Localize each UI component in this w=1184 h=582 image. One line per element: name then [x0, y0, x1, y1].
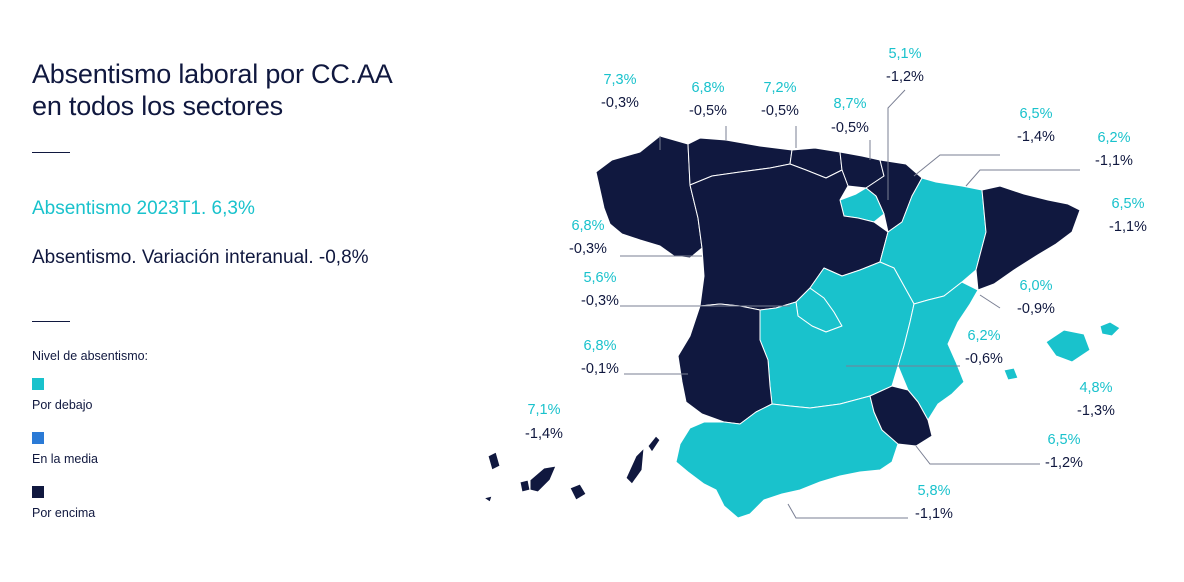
leader-lines [620, 89, 1080, 519]
label-cantabria-pct: 7,2% [763, 80, 796, 96]
label-aragon-var: -1,1% [1095, 153, 1133, 169]
label-andalucia-var: -1,1% [915, 506, 953, 522]
label-murcia-var: -1,2% [1045, 455, 1083, 471]
label-castilla-la-mancha-var: -0,6% [965, 351, 1003, 367]
label-canarias-var: -1,4% [525, 426, 563, 442]
label-cataluna-pct: 6,5% [1111, 196, 1144, 212]
chart-title: Absentismo laboral por CC.AA en todos lo… [32, 58, 393, 122]
label-extremadura-pct: 6,8% [583, 338, 616, 354]
label-castilla-leon-pct: 6,8% [571, 218, 604, 234]
label-asturias-pct: 6,8% [691, 80, 724, 96]
label-pais-vasco-pct: 8,7% [833, 96, 866, 112]
label-asturias-var: -0,5% [689, 103, 727, 119]
legend-title: Nivel de absentismo: [32, 349, 149, 363]
divider-bottom [32, 321, 70, 322]
label-castilla-leon-var: -0,3% [569, 241, 607, 257]
label-murcia-pct: 6,5% [1047, 432, 1080, 448]
label-canarias-pct: 7,1% [527, 402, 560, 418]
region-andalucia[interactable] [675, 395, 899, 519]
legend-swatch-average [32, 432, 44, 444]
region-canarias[interactable] [483, 435, 661, 503]
label-madrid-var: -0,3% [581, 293, 619, 309]
region-baleares[interactable] [1003, 321, 1121, 381]
label-la-rioja-var: -1,4% [1017, 129, 1055, 145]
label-baleares-pct: 4,8% [1079, 380, 1112, 396]
region-murcia[interactable] [869, 385, 933, 447]
label-pais-vasco-var: -0,5% [831, 120, 869, 136]
label-navarra-var: -1,2% [886, 69, 924, 85]
label-cantabria-var: -0,5% [761, 103, 799, 119]
label-la-rioja-pct: 6,5% [1019, 106, 1052, 122]
label-madrid-pct: 5,6% [583, 270, 616, 286]
legend-item-below: Por debajo [32, 378, 92, 412]
label-galicia-var: -0,3% [601, 95, 639, 111]
divider-top [32, 152, 70, 153]
label-castilla-la-mancha-pct: 6,2% [967, 328, 1000, 344]
label-aragon-pct: 6,2% [1097, 130, 1130, 146]
title-line-1: Absentismo laboral por CC.AA [32, 59, 393, 89]
label-comunidad-valenciana-var: -0,9% [1017, 301, 1055, 317]
absentismo-value: Absentismo 2023T1. 6,3% [32, 198, 255, 219]
label-galicia-pct: 7,3% [603, 72, 636, 88]
region-cataluna[interactable] [975, 185, 1081, 291]
region-extremadura[interactable] [677, 303, 773, 425]
variacion-value: Absentismo. Variación interanual. -0,8% [32, 247, 369, 268]
legend-swatch-below [32, 378, 44, 390]
label-extremadura-var: -0,1% [581, 361, 619, 377]
label-cataluna-var: -1,1% [1109, 219, 1147, 235]
label-baleares-var: -1,3% [1077, 403, 1115, 419]
label-comunidad-valenciana-pct: 6,0% [1019, 278, 1052, 294]
title-line-2: en todos los sectores [32, 91, 283, 121]
legend-label-above: Por encima [32, 506, 96, 520]
region-galicia[interactable] [595, 135, 703, 259]
legend-item-average: En la media [32, 432, 98, 466]
label-navarra-pct: 5,1% [888, 46, 921, 62]
legend-swatch-above [32, 486, 44, 498]
region-labels: 7,3% -0,3% 6,8% -0,5% 7,2% -0,5% 8,7% -0… [525, 46, 1147, 522]
legend-label-average: En la media [32, 452, 99, 466]
label-andalucia-pct: 5,8% [917, 483, 950, 499]
legend-item-above: Por encima [32, 486, 95, 520]
legend-label-below: Por debajo [32, 398, 93, 412]
